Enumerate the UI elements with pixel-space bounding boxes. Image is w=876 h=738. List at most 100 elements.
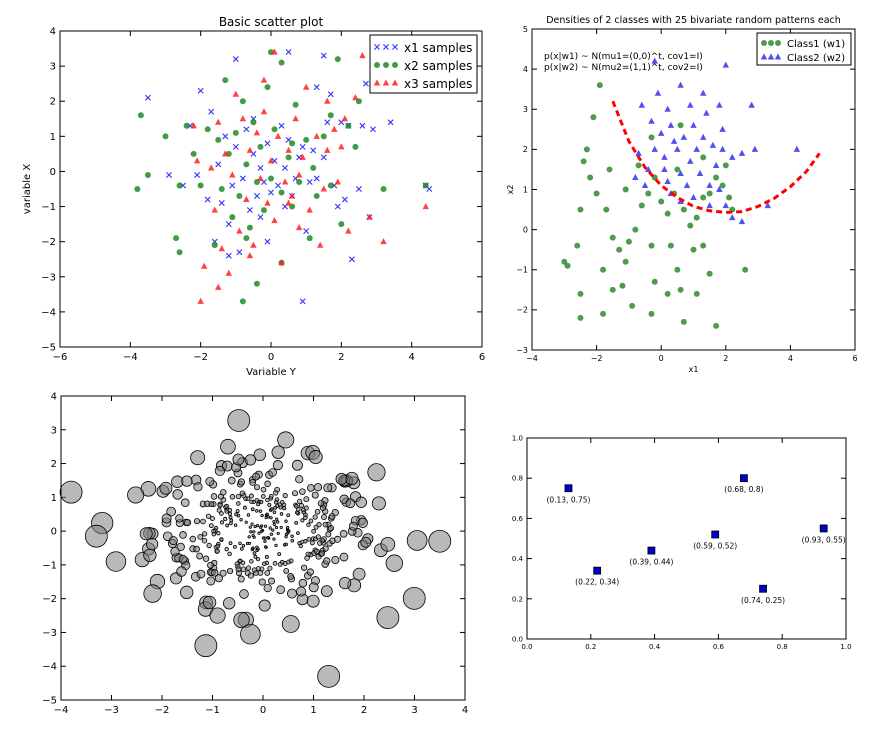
bubble-point: [311, 491, 319, 499]
bubble-point: [255, 524, 260, 528]
data-point-^-series-3: [190, 122, 197, 129]
bubble-point: [233, 523, 238, 527]
bubble-point: [323, 483, 333, 493]
data-point-^-series-3: [285, 146, 292, 153]
axes-frame: [60, 395, 466, 701]
bubble-point: [189, 535, 197, 543]
bubble-point: [313, 548, 320, 555]
x-tick-label: 0: [260, 705, 266, 716]
bubble-point: [367, 463, 386, 482]
data-point-o-series-2: [190, 150, 197, 157]
bubble-point: [176, 542, 185, 551]
plot-area: [527, 438, 846, 639]
bubble-point: [290, 534, 294, 539]
data-point-x-series-1: [264, 238, 271, 245]
data-point-^-series-3: [380, 238, 387, 245]
bubble-point: [385, 554, 403, 572]
data-point-^-series-3: [306, 206, 313, 213]
y-tick-label: 1.0: [512, 434, 523, 442]
data-point-^-class-2: [699, 89, 707, 96]
bubble-point: [209, 515, 215, 521]
plot-area: [532, 29, 855, 350]
legend-marker: [760, 53, 768, 60]
bubble-point: [295, 475, 304, 484]
data-point-^-class-2: [716, 185, 723, 193]
bubble-point: [352, 567, 366, 581]
data-point-^-class-2: [764, 201, 772, 209]
x-tick-label: −1: [205, 705, 220, 716]
data-point-^-class-2: [751, 145, 759, 152]
data-point-^-class-2: [690, 193, 697, 201]
y-axis-label: variable X: [22, 164, 33, 215]
data-point-^-class-2: [680, 133, 688, 140]
x-tick-label: 3: [411, 705, 417, 716]
data-point-^-class-2: [645, 165, 652, 172]
bubble-point: [428, 529, 452, 553]
bubble-point: [279, 512, 284, 516]
bubble-point: [227, 551, 232, 557]
bubble-point: [284, 535, 288, 539]
bubble-point: [229, 494, 236, 500]
data-point-o-series-2: [296, 178, 303, 185]
bubble-point: [84, 524, 108, 548]
bubble-point: [307, 484, 315, 492]
bubble-point: [402, 586, 426, 610]
data-point-o-series-2: [222, 77, 229, 84]
bubble-point: [196, 552, 204, 560]
x-axis-label: x1: [689, 365, 699, 374]
x-axis-label: Variable Y: [246, 367, 297, 378]
data-point-o-series-2: [134, 186, 141, 192]
bubble-point: [304, 555, 310, 561]
data-point-^-series-3: [271, 217, 278, 224]
data-point-o-class-1: [645, 190, 652, 197]
x-tick-label: −4: [123, 352, 138, 363]
legend-marker: [392, 62, 398, 68]
y-tick-label: 3: [51, 425, 57, 436]
x-tick-label: 0.6: [713, 643, 725, 651]
bubble-point: [264, 545, 268, 549]
data-point-^-class-2: [738, 218, 746, 225]
data-point-o-class-1: [600, 310, 607, 317]
square-point-2: [593, 566, 602, 575]
x-tick-label: 1: [310, 705, 316, 716]
data-point-o-series-2: [306, 235, 313, 242]
data-point-^-class-2: [729, 153, 736, 160]
bubble-point: [159, 481, 173, 495]
legend-label-3: x3 samples: [404, 77, 472, 91]
bubble-point: [297, 498, 303, 505]
bubble-point: [360, 536, 372, 548]
x-tick-label: 6: [479, 352, 485, 363]
bubble-point: [214, 574, 223, 583]
bubble-point: [211, 569, 219, 577]
bubble-point: [223, 597, 236, 610]
data-point-^-series-3: [215, 283, 222, 290]
data-point-o-class-1: [632, 226, 639, 233]
bubble-point: [196, 569, 206, 579]
data-point-o-series-2: [218, 186, 225, 192]
data-point-o-class-1: [700, 194, 707, 201]
data-point-o-series-2: [338, 221, 345, 228]
data-point-o-class-1: [577, 314, 584, 321]
data-point-o-class-1: [609, 286, 616, 293]
data-point-^-series-3: [295, 171, 303, 178]
legend-label-1: x1 samples: [404, 41, 472, 55]
data-point-o-class-1: [674, 166, 681, 173]
data-point-o-series-2: [246, 224, 253, 231]
x-tick-label: −6: [53, 352, 68, 363]
data-point-^-series-3: [422, 202, 429, 210]
data-point-^-class-2: [722, 201, 730, 209]
bubble-point: [244, 454, 257, 466]
bubble-point: [105, 551, 127, 572]
bubble-point: [248, 525, 252, 529]
bubble-point: [260, 514, 264, 518]
bubble-point: [284, 542, 288, 547]
data-point-x-series-1: [387, 119, 394, 126]
data-point-o-series-2: [422, 182, 429, 189]
bubble-point: [276, 531, 280, 536]
bubble-point: [170, 546, 180, 557]
data-point-o-series-2: [239, 298, 246, 305]
bubble-point: [226, 567, 234, 575]
bubble-point: [406, 530, 428, 551]
data-point-o-class-1: [700, 242, 707, 249]
bubble-point: [263, 536, 267, 540]
